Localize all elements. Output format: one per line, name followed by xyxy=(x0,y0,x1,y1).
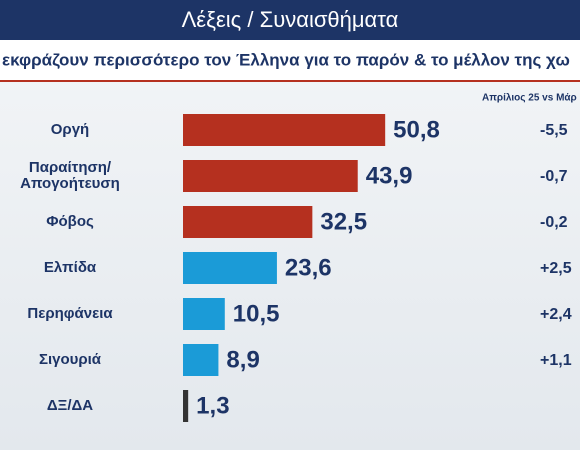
value-label: 1,3 xyxy=(196,392,229,419)
change-label: +2,4 xyxy=(540,306,572,323)
value-label: 43,9 xyxy=(366,162,413,189)
bar xyxy=(183,206,313,238)
bar xyxy=(183,298,225,330)
subtitle-band xyxy=(0,40,580,80)
category-label: Φόβος xyxy=(46,213,94,230)
title-band xyxy=(0,0,580,40)
change-label: +1,1 xyxy=(540,352,572,369)
bar xyxy=(183,114,386,146)
subtitle: εκφράζουν περισσότερο τον Έλληνα για το … xyxy=(2,50,570,69)
bar xyxy=(183,390,189,422)
category-label: ΔΞ/ΔΑ xyxy=(46,397,94,414)
category-label: Περηφάνεια xyxy=(27,305,113,322)
change-label: -0,2 xyxy=(540,214,568,231)
change-header: Απρίλιος 25 vs Μάρ xyxy=(482,93,577,104)
bar xyxy=(183,160,358,192)
value-label: 10,5 xyxy=(233,300,280,327)
bar xyxy=(183,252,277,284)
divider xyxy=(0,80,580,82)
value-label: 50,8 xyxy=(393,116,440,143)
bar xyxy=(183,344,219,376)
value-label: 32,5 xyxy=(320,208,367,235)
category-label: Ελπίδα xyxy=(43,259,97,276)
change-label: +2,5 xyxy=(540,260,572,277)
category-label: Οργή xyxy=(50,121,90,138)
change-label: -0,7 xyxy=(540,168,568,185)
chart-title: Λέξεις / Συναισθήματα xyxy=(182,7,399,32)
category-label: Σιγουριά xyxy=(38,351,102,368)
change-label: -5,5 xyxy=(540,122,568,139)
category-label: Παραίτηση/ Απογοήτευση xyxy=(20,159,120,192)
value-label: 23,6 xyxy=(285,254,332,281)
value-label: 8,9 xyxy=(226,346,259,373)
